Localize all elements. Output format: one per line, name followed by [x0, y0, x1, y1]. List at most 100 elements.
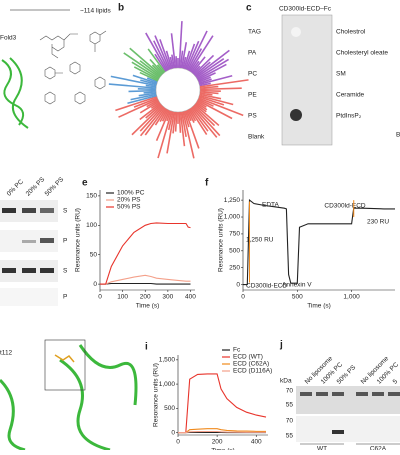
- panel-letter: b: [118, 3, 124, 14]
- x-tick-label: 100: [117, 294, 128, 301]
- radial-bar: [138, 89, 156, 90]
- lipid-label: PtdInsP₂: [336, 113, 362, 120]
- y-tick-label: 250: [229, 264, 240, 271]
- y-tick-label: 1,000: [224, 214, 241, 221]
- marker-label: 70: [286, 418, 294, 425]
- x-tick-label: 300: [162, 294, 173, 301]
- fraction-label: P: [63, 294, 67, 301]
- residue-label: t112: [0, 350, 13, 357]
- y-tick-label: 750: [229, 231, 240, 238]
- y-tick-label: 0: [236, 281, 240, 288]
- fold-label: Fold3: [0, 35, 17, 42]
- panel-title: CD300ld-ECD–Fc: [279, 6, 332, 13]
- legend-label: 50% PS: [117, 204, 141, 211]
- y-axis-label: Resonance units (RU): [75, 208, 82, 272]
- x-tick-label: 1,000: [343, 294, 360, 301]
- legend-label: ECD (WT): [233, 354, 263, 361]
- fraction-label: S: [63, 208, 68, 215]
- x-tick-label: 0: [241, 294, 245, 301]
- legend-label: 20% PS: [117, 197, 141, 204]
- group-label: WT: [317, 446, 327, 450]
- y-tick-label: 0: [171, 429, 175, 436]
- radial-center: [156, 68, 200, 112]
- group-label: C62A: [370, 446, 387, 450]
- lipid-label: Ceramide: [336, 92, 365, 99]
- x-axis-label: Time (s): [136, 303, 160, 310]
- y-tick-label: 150: [86, 193, 97, 200]
- radial-bar: [200, 91, 221, 92]
- annotation: 230 RU: [367, 219, 389, 226]
- x-tick-label: 500: [292, 294, 303, 301]
- panel-letter: f: [205, 178, 209, 189]
- lipid-label: Cholestrol: [336, 29, 366, 36]
- series-line: [100, 284, 191, 285]
- protein-ribbon: [2, 58, 28, 128]
- y-axis-label: Resonance units (RU): [153, 363, 160, 427]
- x-tick-label: 0: [176, 439, 180, 446]
- lipid-label: PE: [248, 92, 257, 99]
- panel-letter: e: [82, 178, 88, 189]
- panel-letter: i: [145, 342, 148, 353]
- legend-label: ECD (D116A): [233, 368, 272, 375]
- marker-label: 55: [286, 433, 294, 440]
- lipids-label: ~114 lipids: [80, 8, 112, 15]
- x-tick-label: 200: [212, 439, 223, 446]
- radial-bar: [176, 56, 177, 68]
- lipid-label: Blank: [248, 134, 265, 141]
- annotation: CD300ld-ECD: [324, 203, 365, 210]
- lane-label: 0% PC: [6, 178, 25, 197]
- panel-letter: c: [246, 3, 252, 14]
- molecules: [40, 31, 106, 104]
- protein-ribbon: [0, 345, 136, 450]
- blot: [0, 200, 58, 306]
- spot: [290, 109, 302, 121]
- unit-label: kDa: [280, 378, 292, 385]
- lipid-label: PC: [248, 71, 257, 78]
- panel-letter: j: [279, 340, 283, 351]
- legend-label: 100% PC: [117, 190, 145, 197]
- y-tick-label: 500: [229, 248, 240, 255]
- x-axis-label: Time (s): [307, 303, 331, 310]
- marker-label: 70: [286, 388, 294, 395]
- y-tick-label: 1,000: [159, 381, 176, 388]
- blot: [296, 416, 400, 442]
- lipid-label: Cholesteryl oleate: [336, 50, 388, 57]
- lane-label: 5: [392, 378, 400, 386]
- fraction-label: S: [63, 268, 68, 275]
- y-axis-label: Resonance units (RU): [218, 208, 225, 272]
- annotation: 1,250 RU: [246, 237, 274, 244]
- x-tick-label: 0: [98, 294, 102, 301]
- series-line: [100, 275, 191, 284]
- lane-label: 20% PS: [25, 176, 47, 198]
- lane-label: 50% PS: [44, 176, 66, 198]
- radial-bar: [144, 92, 156, 93]
- y-tick-label: 0: [93, 281, 97, 288]
- blot: [296, 386, 400, 414]
- lipid-label: TAG: [248, 29, 261, 36]
- spot: [291, 27, 301, 37]
- legend-label: Fc: [233, 347, 241, 354]
- radial-bar: [129, 91, 156, 92]
- lipid-label: PS: [248, 113, 257, 120]
- membrane: [282, 15, 332, 145]
- residue: [55, 355, 74, 362]
- y-tick-label: 1,500: [159, 357, 176, 364]
- annotation: EDTA: [262, 202, 280, 209]
- annotation: Annexin V: [282, 282, 312, 289]
- marker-label: 55: [286, 402, 294, 409]
- y-tick-label: 50: [90, 251, 98, 258]
- y-tick-label: 100: [86, 222, 97, 229]
- lipid-label: SM: [336, 71, 346, 78]
- lipid-label: PA: [248, 50, 257, 57]
- y-tick-label: 1,250: [224, 197, 241, 204]
- x-tick-label: 400: [185, 294, 196, 301]
- legend-label: ECD (C62A): [233, 361, 269, 368]
- y-tick-label: 500: [164, 405, 175, 412]
- x-tick-label: 200: [140, 294, 151, 301]
- fraction-label: P: [63, 238, 67, 245]
- edge-label: B: [396, 132, 400, 139]
- x-tick-label: 400: [251, 439, 262, 446]
- series-line: [178, 374, 266, 433]
